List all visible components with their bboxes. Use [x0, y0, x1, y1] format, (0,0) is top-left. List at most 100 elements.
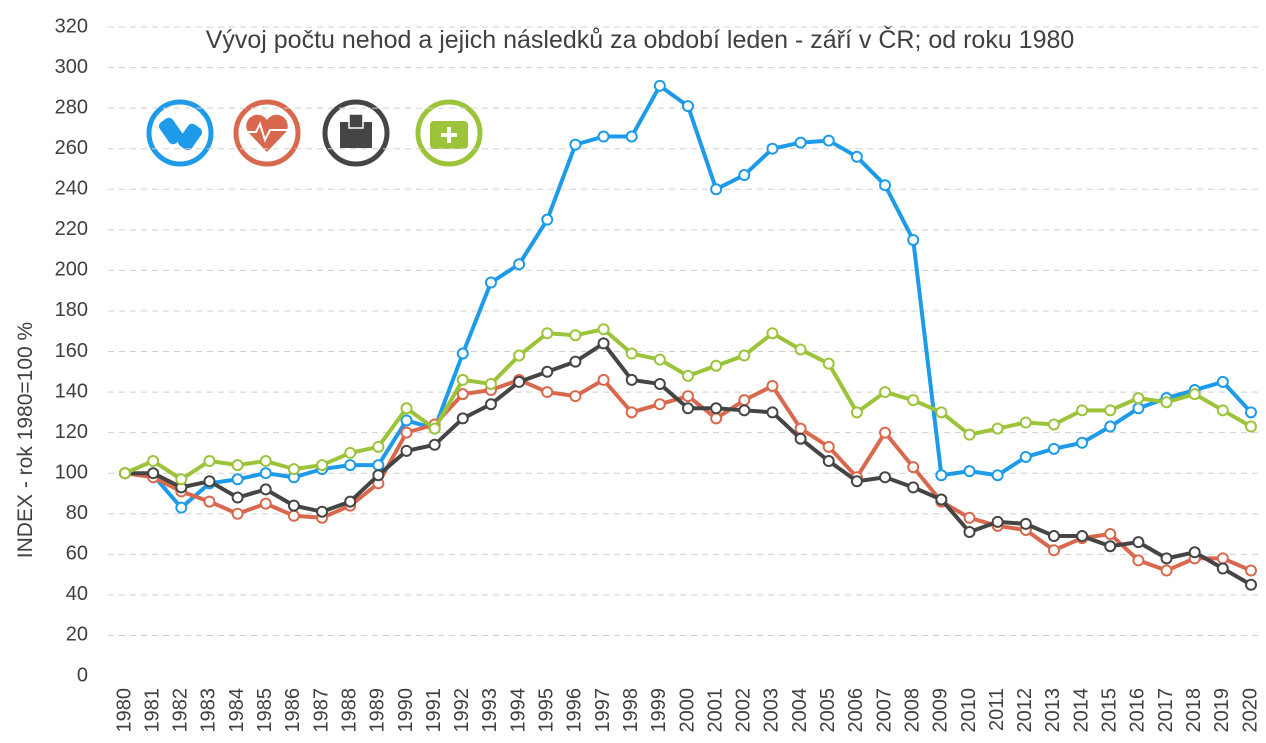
x-tick-label: 2007 — [873, 688, 895, 733]
point — [513, 258, 526, 271]
x-tick-label: 1993 — [479, 688, 501, 733]
point — [569, 355, 582, 368]
point — [625, 406, 638, 419]
point — [710, 402, 723, 415]
y-tick-label: 160 — [55, 340, 88, 362]
x-tick-label: 1997 — [592, 688, 614, 733]
point — [259, 483, 272, 496]
point — [456, 347, 469, 360]
point — [766, 142, 779, 155]
point — [653, 377, 666, 390]
point — [287, 509, 300, 522]
x-tick-label: 1985 — [254, 688, 276, 733]
point — [541, 327, 554, 340]
point — [175, 473, 188, 486]
x-tick-label: 1982 — [170, 688, 192, 733]
y-tick-label: 320 — [55, 15, 88, 37]
icon-car — [177, 123, 203, 151]
point — [1047, 442, 1060, 455]
point — [935, 469, 948, 482]
y-tick-label: 300 — [55, 56, 88, 78]
point — [963, 465, 976, 478]
point — [822, 134, 835, 147]
point — [963, 526, 976, 539]
point — [316, 459, 329, 472]
y-tick-label: 0 — [77, 664, 88, 686]
x-tick-label: 1992 — [451, 688, 473, 733]
x-tick-label: 1996 — [564, 688, 586, 733]
y-tick-label: 220 — [55, 218, 88, 240]
point — [569, 390, 582, 403]
x-tick-label: 1999 — [648, 688, 670, 733]
point — [1245, 420, 1257, 433]
point — [119, 467, 131, 480]
point — [231, 459, 244, 472]
point — [822, 357, 835, 370]
point — [935, 406, 948, 419]
point — [653, 353, 666, 366]
y-axis-label: INDEX - rok 1980=100 % — [14, 322, 37, 558]
point — [1132, 554, 1145, 567]
point — [738, 394, 751, 407]
point — [1104, 420, 1117, 433]
point — [1216, 375, 1229, 388]
point — [794, 136, 807, 149]
point — [963, 428, 976, 441]
point — [259, 497, 272, 510]
point — [541, 386, 554, 399]
x-tick-label: 2014 — [1070, 688, 1092, 733]
point — [287, 499, 300, 512]
point — [259, 467, 272, 480]
point — [766, 406, 779, 419]
point — [907, 461, 920, 474]
x-tick-label: 1990 — [395, 688, 417, 733]
point — [1132, 392, 1145, 405]
x-tick-label: 2015 — [1099, 688, 1121, 733]
x-tick-label: 2002 — [733, 688, 755, 733]
y-tick-label: 120 — [55, 421, 88, 443]
point — [822, 455, 835, 468]
icon-heart — [246, 114, 288, 152]
x-tick-label: 2009 — [930, 688, 952, 733]
point — [400, 444, 413, 457]
point — [1216, 404, 1229, 417]
point — [597, 337, 610, 350]
x-tick-label: 1995 — [536, 688, 558, 733]
y-tick-label: 260 — [55, 137, 88, 159]
x-tick-label: 2008 — [901, 688, 923, 733]
x-tick-label: 2003 — [761, 688, 783, 733]
point — [991, 469, 1004, 482]
point — [710, 359, 723, 372]
point — [1076, 530, 1089, 543]
point — [907, 233, 920, 246]
point — [147, 455, 160, 468]
point — [203, 495, 216, 508]
point — [850, 406, 863, 419]
x-tick-label: 2000 — [676, 688, 698, 733]
point — [1188, 388, 1201, 401]
point — [1047, 418, 1060, 431]
x-tick-label: 1994 — [507, 688, 529, 733]
point — [316, 505, 329, 518]
point — [766, 379, 779, 392]
x-tick-label: 2020 — [1239, 688, 1261, 733]
x-tick-label: 2006 — [845, 688, 867, 733]
point — [456, 373, 469, 386]
y-tick-label: 180 — [55, 299, 88, 321]
point — [513, 375, 526, 388]
point — [738, 404, 751, 417]
y-tick-label: 80 — [66, 502, 88, 524]
point — [231, 491, 244, 504]
point — [1104, 404, 1117, 417]
x-tick-label: 2001 — [704, 688, 726, 733]
point — [569, 329, 582, 342]
point — [850, 475, 863, 488]
point — [991, 515, 1004, 528]
point — [147, 467, 160, 480]
point — [738, 169, 751, 182]
x-tick-label: 1989 — [367, 688, 389, 733]
point — [653, 79, 666, 92]
icon-plus — [441, 127, 457, 143]
chart-title: Vývoj počtu nehod a jejich následků za o… — [206, 25, 1075, 54]
